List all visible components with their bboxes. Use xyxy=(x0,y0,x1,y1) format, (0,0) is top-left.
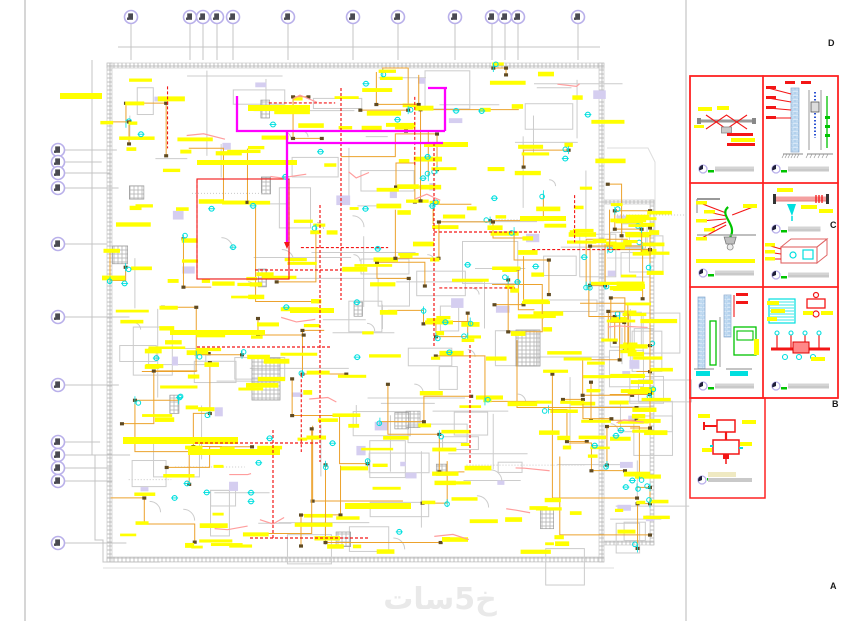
detail-panel-d4 xyxy=(762,182,839,288)
section-letter-a: A xyxy=(830,581,837,591)
section-letter-d: D xyxy=(828,38,835,48)
sheet-frame xyxy=(24,0,687,621)
detail-panel-d6 xyxy=(762,286,839,399)
detail-panel-d2 xyxy=(762,75,839,184)
highlight-layer xyxy=(60,71,678,554)
conduit-layer xyxy=(100,61,673,553)
cyan-symbol-layer xyxy=(121,80,636,535)
detail-panel-d3 xyxy=(689,182,764,288)
detail-panel-d5 xyxy=(689,286,764,399)
red-circuit-layer xyxy=(166,86,622,540)
section-letter-b: B xyxy=(832,399,839,409)
grid-bubble-layer xyxy=(50,9,586,551)
feeder-layer xyxy=(235,86,447,249)
detail-sheet xyxy=(689,75,839,499)
section-letter-c: C xyxy=(830,220,837,230)
detail-panel-d7 xyxy=(689,397,766,499)
watermark-khamsat: خ5سات xyxy=(383,582,497,617)
leader-layer xyxy=(186,83,648,541)
detail-panel-d1 xyxy=(689,75,764,184)
